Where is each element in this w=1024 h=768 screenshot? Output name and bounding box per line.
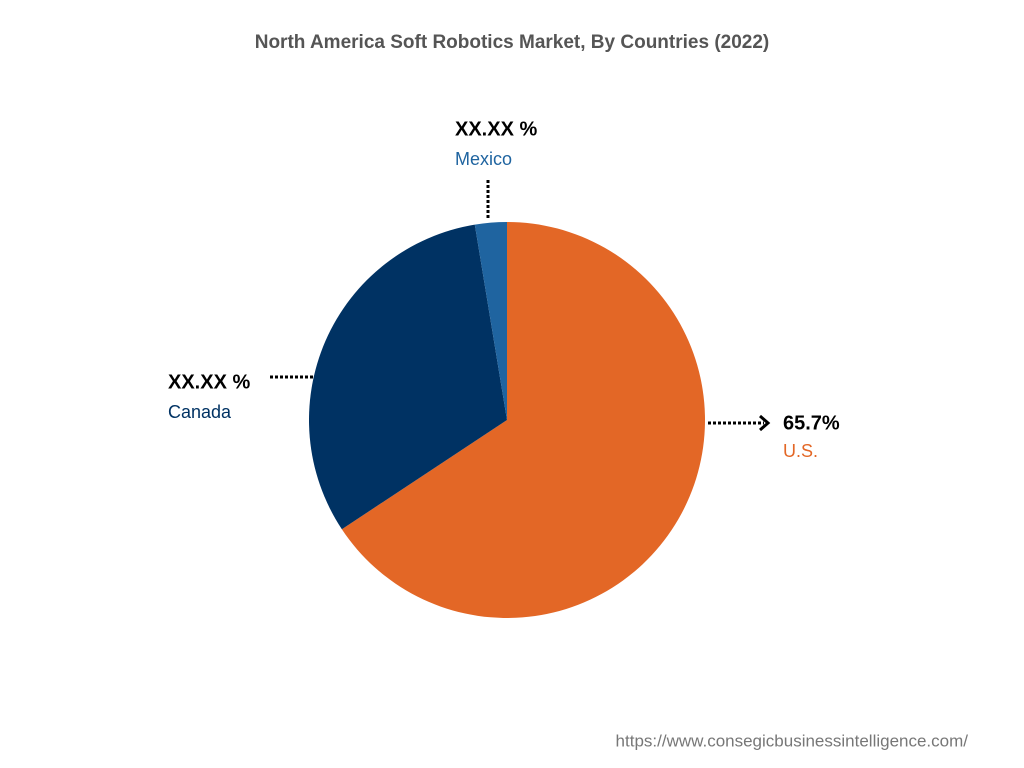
pie-slice: [474, 222, 507, 420]
pie-slice: [341, 222, 706, 618]
category-label: U.S.: [783, 441, 818, 461]
leaders: [270, 180, 764, 425]
pie-slice: [308, 224, 507, 530]
value-label: XX.XX %: [168, 371, 250, 393]
value-label: 65.7%: [783, 412, 840, 434]
category-label: Mexico: [455, 149, 512, 169]
source-url: https://www.consegicbusinessintelligence…: [616, 731, 969, 750]
value-label: XX.XX %: [455, 118, 537, 140]
category-label: Canada: [168, 402, 232, 422]
chart-title: North America Soft Robotics Market, By C…: [255, 32, 770, 53]
arrow-head: [759, 414, 771, 432]
